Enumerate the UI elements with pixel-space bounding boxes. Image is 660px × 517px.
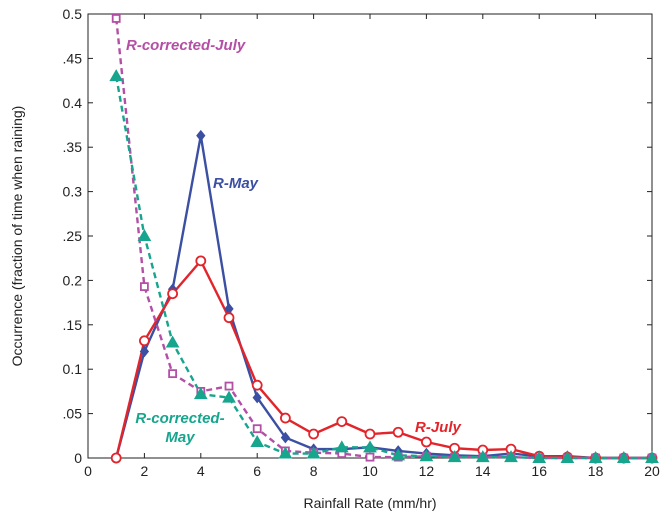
data-point [222,390,236,403]
data-point [308,428,320,440]
data-point [137,228,152,241]
series-label: R-corrected-May [135,410,225,446]
data-point [334,440,349,453]
data-point [250,435,265,448]
y-tick-label: 0.4 [63,95,83,111]
data-point [196,129,206,142]
y-tick-label: .15 [63,317,83,333]
data-point [532,450,547,463]
x-tick-label: 0 [84,463,92,479]
data-point [110,452,122,464]
y-tick-label: .35 [63,139,83,155]
data-point [616,450,631,463]
data-point [645,450,659,463]
data-point [138,335,150,347]
data-point [223,312,235,324]
x-tick-label: 10 [362,463,378,479]
y-tick-label: 0.2 [63,272,83,288]
data-point [363,440,377,453]
x-tick-label: 2 [141,463,149,479]
data-point [365,452,375,462]
data-point [195,255,207,267]
data-point [139,345,150,358]
series-label: R-May [213,175,259,192]
x-tick-label: 14 [475,463,491,479]
x-tick-label: 12 [419,463,435,479]
data-point [475,450,490,463]
data-point [504,450,518,463]
data-point [278,446,293,459]
data-point [336,416,348,427]
data-point [392,426,404,438]
data-point [419,449,434,462]
data-point [168,369,178,379]
y-tick-label: 0 [74,450,82,466]
data-point [252,424,262,434]
plot-frame [87,13,653,459]
y-tick-label: 0.5 [63,6,83,22]
x-tick-label: 4 [197,463,205,479]
data-point [280,431,291,444]
x-tick-label: 16 [531,463,547,479]
data-point [165,335,180,348]
data-point [447,450,462,463]
x-tick-label: 6 [253,463,261,479]
data-point [111,14,121,23]
y-tick-label: .45 [63,50,83,66]
data-point [109,69,124,82]
x-tick-label: 20 [644,463,660,479]
y-tick-label: 0.3 [63,184,83,200]
data-point [588,450,603,463]
series-label: R-corrected-July [126,37,246,54]
data-point [251,379,263,391]
y-axis-label: Occurrence (fraction of time when rainin… [9,106,25,367]
data-point [139,282,149,292]
data-point [224,381,234,391]
data-point [420,436,432,448]
x-axis-label: Rainfall Rate (mm/hr) [303,495,436,511]
data-point [252,391,262,404]
data-point [306,446,321,459]
data-point [560,450,575,463]
y-tick-label: 0.1 [63,361,83,377]
y-tick-label: .25 [63,228,83,244]
data-point [279,412,291,424]
series-label: R-July [415,419,461,436]
data-point [167,288,179,300]
x-tick-label: 18 [588,463,604,479]
x-tick-label: 8 [310,463,318,479]
y-tick-label: .05 [63,406,83,422]
data-point [193,387,208,400]
data-point [391,448,406,461]
data-point [364,428,376,440]
